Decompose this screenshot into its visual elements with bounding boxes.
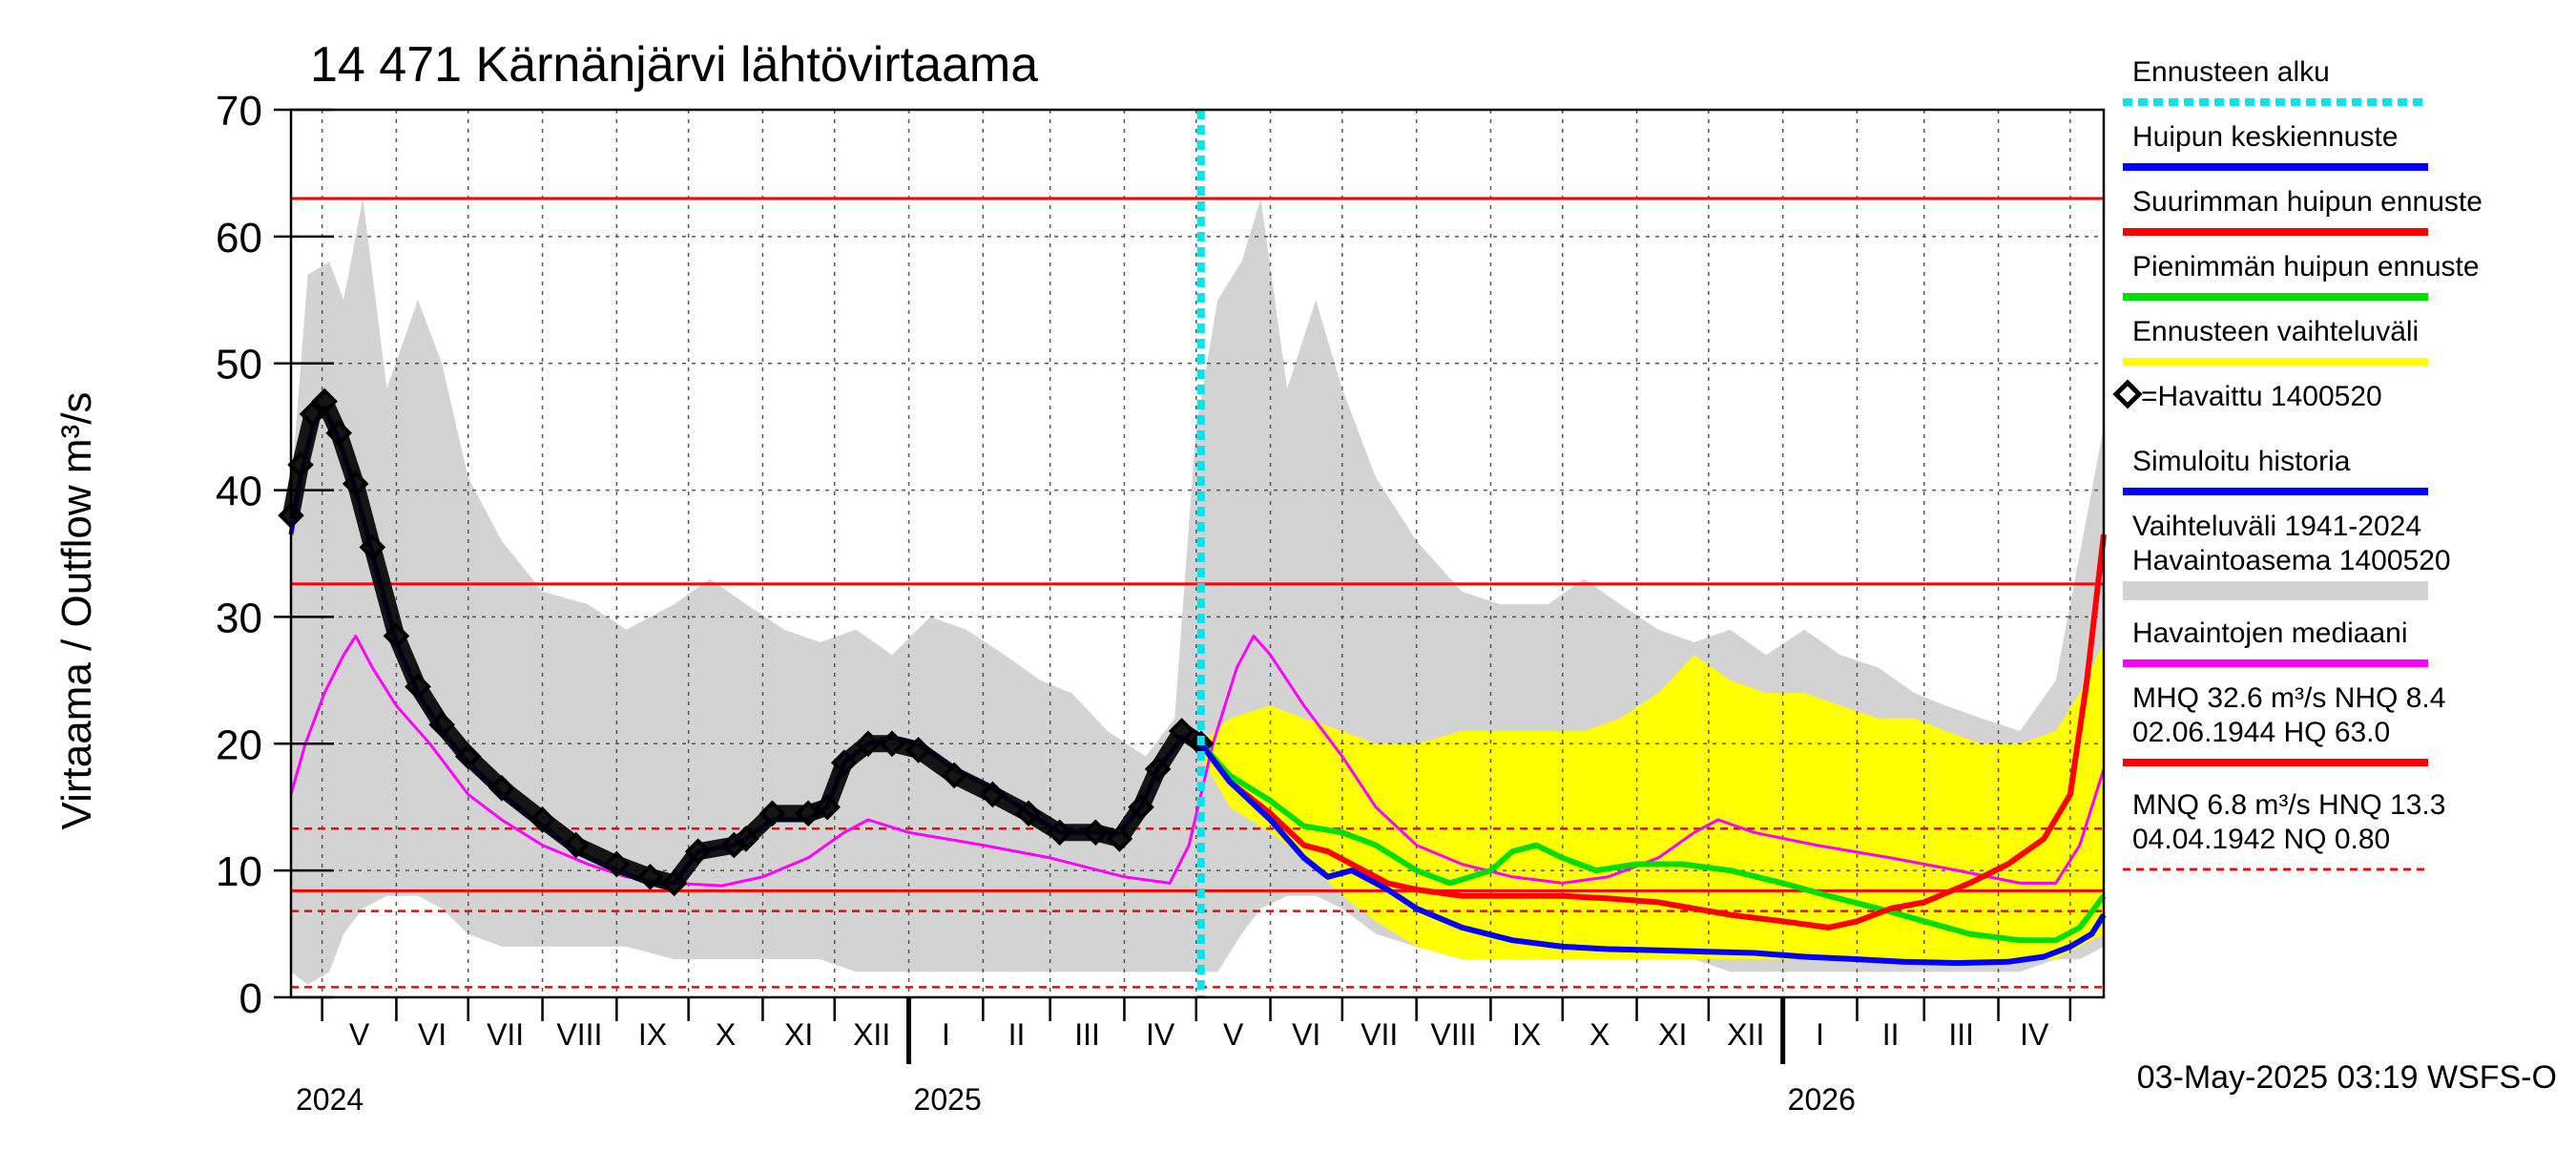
observed-series-line [282, 392, 1210, 892]
y-tick-label: 30 [216, 595, 262, 641]
legend-label-havaittu-1400520: =Havaittu 1400520 [2141, 381, 2382, 412]
series-huipun-keskiennuste [1198, 742, 2107, 967]
x-month-label: VI [1292, 1017, 1320, 1052]
y-tick-label: 20 [216, 721, 262, 768]
legend-label-ennusteen-alku: Ennusteen alku [2132, 56, 2330, 88]
chart-title: 14 471 Kärnänjärvi lähtövirtaama [310, 37, 1038, 93]
x-year-label: 2026 [1788, 1082, 1856, 1117]
x-month-label: IV [2020, 1017, 2049, 1052]
legend-label-huipun-keskiennuste: Huipun keskiennuste [2132, 121, 2399, 153]
x-month-label: XI [784, 1017, 813, 1052]
x-month-label: II [1008, 1017, 1026, 1052]
series-suurimman-huipun-ennuste [1198, 533, 2107, 930]
x-month-label: IX [1512, 1017, 1541, 1052]
x-month-label: V [1223, 1017, 1244, 1052]
legend-marker-observed [2112, 379, 2143, 409]
y-tick-label: 0 [239, 975, 262, 1022]
y-tick-label: 60 [216, 215, 262, 261]
x-month-label: VII [1361, 1017, 1398, 1052]
plot-frame [289, 108, 2106, 999]
y-tick-label: 10 [216, 848, 262, 895]
x-month-label: XII [853, 1017, 890, 1052]
x-month-label: IX [638, 1017, 667, 1052]
legend-label-pienimm-n-huipun-ennuste: Pienimmän huipun ennuste [2132, 251, 2480, 282]
legend-label-mnq-6-8-m-s-hnq-13-3: MNQ 6.8 m³/s HNQ 13.3 [2132, 789, 2445, 821]
x-month-label: X [1589, 1017, 1610, 1052]
x-month-label: VII [487, 1017, 524, 1052]
x-month-label: V [349, 1017, 370, 1052]
legend-label-suurimman-huipun-ennuste: Suurimman huipun ennuste [2132, 186, 2483, 218]
timestamp-footer: 03-May-2025 03:19 WSFS-O [2137, 1059, 2557, 1096]
x-month-label: III [1074, 1017, 1100, 1052]
legend-label-vaihteluv-li-1941-2024: Vaihteluväli 1941-2024 [2132, 511, 2421, 542]
series-havaintojen-mediaani [289, 634, 2106, 888]
x-month-label: VIII [556, 1017, 602, 1052]
x-month-label: IV [1146, 1017, 1175, 1052]
forecast-range-band [1200, 642, 2104, 960]
legend-label-mnq-6-8-m-s-hnq-13-3-line2: 04.04.1942 NQ 0.80 [2132, 824, 2390, 855]
legend-label-mhq-32-6-m-s-nhq-8-4-line2: 02.06.1944 HQ 63.0 [2132, 717, 2390, 748]
legend-label-mhq-32-6-m-s-nhq-8-4: MHQ 32.6 m³/s NHQ 8.4 [2132, 682, 2445, 714]
legend-label-havaintojen-mediaani: Havaintojen mediaani [2132, 617, 2408, 649]
y-axis-label: Virtaama / Outflow m³/s [53, 392, 100, 830]
legend-label-ennusteen-vaihteluv-li: Ennusteen vaihteluväli [2132, 316, 2419, 347]
y-tick-label: 50 [216, 342, 262, 388]
legend: Ennusteen alku Huipun keskiennuste Suurimm… [2112, 56, 2483, 871]
x-month-label: X [716, 1017, 736, 1052]
x-month-label: III [1948, 1017, 1974, 1052]
x-month-label: VIII [1431, 1017, 1477, 1052]
series-pienimm-n-huipun-ennuste [1198, 742, 2107, 944]
legend-label-vaihteluv-li-1941-2024-line2: Havaintoasema 1400520 [2132, 545, 2451, 576]
y-tick-label: 40 [216, 469, 262, 515]
x-month-label: II [1882, 1017, 1900, 1052]
y-tick-label: 70 [216, 88, 262, 135]
x-month-label: I [942, 1017, 950, 1052]
x-month-label: VI [418, 1017, 447, 1052]
x-month-label: XI [1658, 1017, 1687, 1052]
legend-label-simuloitu-historia: Simuloitu historia [2132, 446, 2351, 477]
x-year-label: 2025 [914, 1082, 982, 1117]
x-month-label: XII [1727, 1017, 1764, 1052]
x-year-label: 2024 [296, 1082, 364, 1117]
x-month-label: I [1816, 1017, 1824, 1052]
